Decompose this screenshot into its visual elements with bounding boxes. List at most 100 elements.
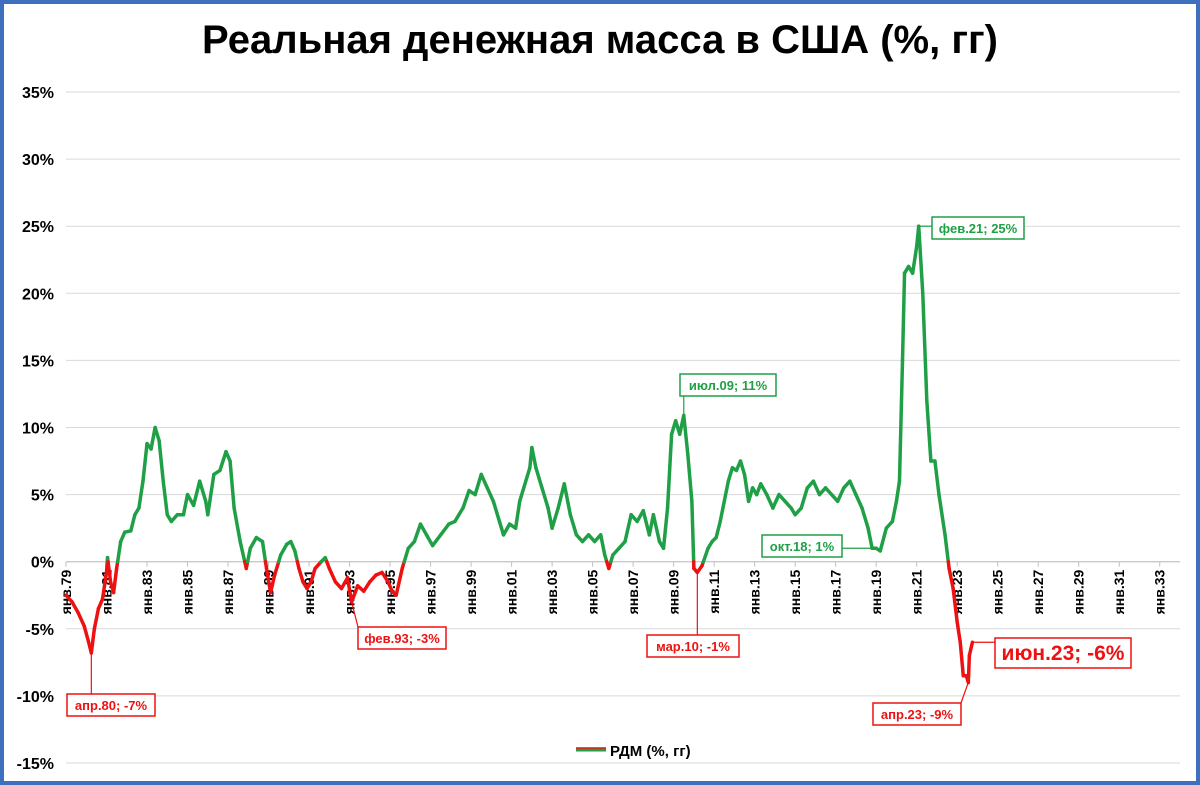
series-segment xyxy=(878,526,889,553)
annotation-box xyxy=(994,637,1132,669)
series-segment xyxy=(412,522,423,544)
series-segment xyxy=(513,499,522,530)
series-segment xyxy=(916,224,925,296)
series-segment xyxy=(562,482,573,517)
annotation-label: апр.23; -9% xyxy=(881,707,954,722)
annotation-callout: июн.23; -6% xyxy=(972,637,1132,669)
series-segment xyxy=(556,482,567,510)
series-segment xyxy=(89,627,97,655)
series-segment xyxy=(491,499,502,524)
series-segment xyxy=(811,479,822,497)
series-segment xyxy=(479,472,490,490)
series-segment xyxy=(394,566,404,597)
series-segment xyxy=(245,546,253,564)
series-segment xyxy=(933,459,941,497)
series-segment xyxy=(530,445,538,470)
annotation-callout: фев.93; -3% xyxy=(351,601,447,650)
annotation-callout: фев.21; 25% xyxy=(918,216,1025,240)
x-tick-label: янв.33 xyxy=(1152,569,1168,614)
series-segment xyxy=(860,506,870,530)
series-segment xyxy=(910,244,919,275)
legend: РДМ (%, гг) xyxy=(576,743,691,760)
series-segment xyxy=(76,610,86,628)
x-tick-label: янв.17 xyxy=(828,569,844,614)
series-segment xyxy=(100,570,109,602)
x-tick-label: янв.99 xyxy=(463,569,479,614)
x-tick-label: янв.85 xyxy=(180,569,196,614)
series-segment xyxy=(141,441,149,483)
series-segment xyxy=(293,549,300,564)
x-tick-label: янв.21 xyxy=(909,569,925,614)
series-segment xyxy=(517,486,526,504)
x-tick-label: янв.13 xyxy=(747,569,763,614)
series-segment xyxy=(327,566,338,584)
y-tick-label: 5% xyxy=(31,488,54,505)
series-segment xyxy=(686,452,694,504)
series-segment xyxy=(402,546,411,564)
series-segment xyxy=(278,542,289,557)
series-segment xyxy=(534,466,544,490)
series-segment xyxy=(438,522,451,537)
series-segment xyxy=(701,546,710,564)
series-segment xyxy=(623,512,633,544)
series-segment xyxy=(473,472,483,497)
series-segment xyxy=(309,566,317,584)
series-segment xyxy=(890,499,899,524)
series-segment xyxy=(765,492,775,510)
series-segment xyxy=(714,519,722,540)
x-tick-label: янв.79 xyxy=(58,569,74,614)
series-segment xyxy=(137,479,145,510)
series-segment xyxy=(925,398,933,463)
annotation-callout: апр.80; -7% xyxy=(66,652,156,717)
series-segment xyxy=(153,425,161,443)
y-tick-label: 35% xyxy=(22,85,54,102)
series-segment xyxy=(206,472,216,517)
series-segment xyxy=(349,584,360,604)
series-segment xyxy=(430,533,443,548)
series-segment xyxy=(771,492,781,510)
series-segment xyxy=(82,624,91,643)
x-tick-label: янв.01 xyxy=(504,569,520,614)
annotation-label: июн.23; -6% xyxy=(1002,642,1125,665)
annotation-box xyxy=(679,373,777,397)
series-segment xyxy=(157,439,165,483)
y-tick-label: 10% xyxy=(22,421,54,438)
x-tick-label: янв.25 xyxy=(990,569,1006,614)
annotation-label: фев.93; -3% xyxy=(364,631,440,646)
x-tick-label: янв.97 xyxy=(423,569,439,614)
series-segment xyxy=(866,526,874,551)
series-line xyxy=(64,224,975,685)
x-tick-label: янв.15 xyxy=(787,569,803,614)
series-segment xyxy=(272,559,281,577)
series-segment xyxy=(485,486,496,504)
series-segment xyxy=(718,499,727,524)
series-segment xyxy=(799,486,810,510)
y-tick-label: -10% xyxy=(17,689,54,706)
series-segment xyxy=(248,535,259,551)
series-segment xyxy=(106,559,113,584)
series-segment xyxy=(894,479,902,504)
series-segment xyxy=(742,472,751,504)
annotations: апр.80; -7% фев.93; -3% июл.09; 11% мар.10;… xyxy=(66,216,1132,726)
series-segment xyxy=(900,271,907,363)
y-tick-label: 15% xyxy=(22,353,54,370)
series-segment xyxy=(958,640,966,678)
x-tick-label: янв.09 xyxy=(666,569,682,614)
annotation-box xyxy=(646,634,740,658)
series-segment xyxy=(453,506,465,524)
series-segment xyxy=(966,653,972,685)
x-tick-label: янв.27 xyxy=(1030,569,1046,614)
x-tick-label: янв.11 xyxy=(706,569,722,613)
chart-title: Реальная денежная масса в США (%, гг) xyxy=(202,18,998,62)
y-tick-label: 25% xyxy=(22,219,54,236)
y-tick-label: -5% xyxy=(26,622,54,639)
annotation-callout: окт.18; 1% xyxy=(761,534,873,558)
annotation-label: фев.21; 25% xyxy=(939,221,1018,236)
series-segment xyxy=(197,479,208,504)
series-segment xyxy=(921,291,929,403)
series-segment xyxy=(661,506,670,551)
series-segment xyxy=(835,486,846,504)
series-segment xyxy=(361,580,372,593)
x-tick-label: янв.31 xyxy=(1111,569,1127,614)
